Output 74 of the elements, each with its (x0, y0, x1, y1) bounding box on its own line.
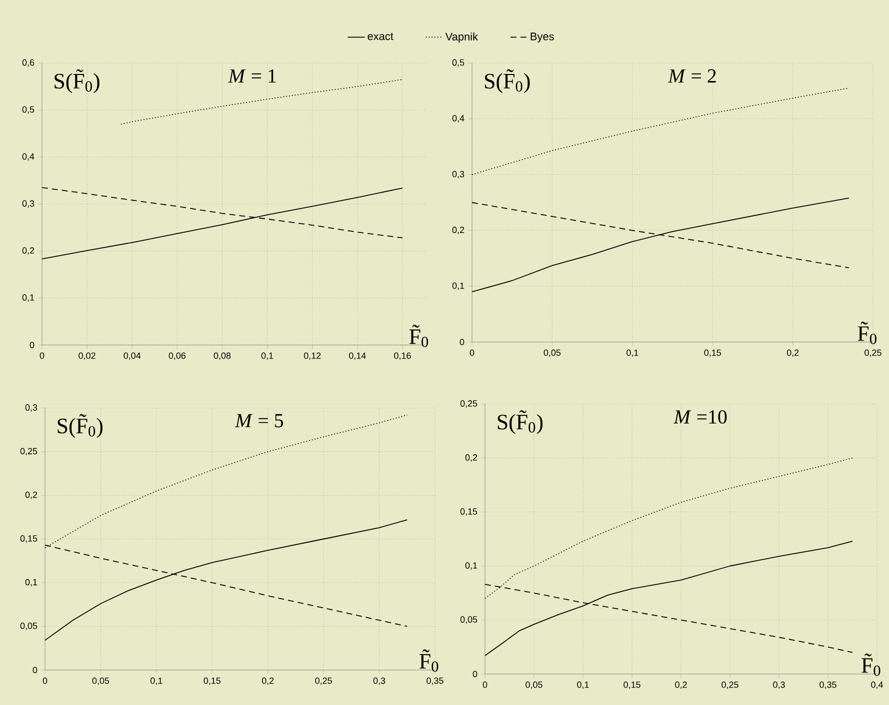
y-tick-label: 0,1 (465, 562, 478, 570)
x-tick-label: 0,06 (168, 352, 186, 360)
chart-title: M = 5 (234, 414, 284, 428)
x-tick-label: 0,04 (124, 352, 141, 360)
x-tick-label: 0,05 (526, 682, 542, 689)
x-tick-label: 0,16 (394, 352, 411, 360)
y-tick-label: 0,25 (460, 400, 478, 408)
chart-title: M = 2 (668, 69, 716, 82)
chart-title: M = 1 (228, 69, 276, 82)
x-tick-label: 0 (42, 678, 48, 684)
x-tick-label: 0 (482, 682, 488, 688)
legend-label: Vapnik (445, 32, 478, 43)
y-tick-label: 0,1 (22, 294, 34, 302)
x-tick-label: 0,3 (773, 682, 785, 689)
y-tick-label: 0 (32, 666, 38, 674)
y-tick-label: 0,2 (465, 454, 478, 462)
y-tick-label: 0,5 (452, 59, 464, 67)
x-tick-label: 0,25 (722, 682, 738, 689)
y-axis-title: S(F̃$_{0}$) (54, 69, 100, 94)
legend-label: exact (368, 32, 394, 40)
y-tick-label: 0,3 (25, 404, 38, 412)
y-tick-label: 0,3 (452, 170, 464, 178)
y-tick-label: 0,25 (20, 448, 38, 456)
y-tick-label: 0,05 (20, 622, 38, 630)
x-tick-label: 0,1 (577, 682, 589, 689)
y-axis-title: S(F̃$_{0}$) (485, 69, 530, 94)
x-axis-title: F̃$_{0}$ (409, 324, 428, 348)
y-tick-label: 0,1 (452, 282, 464, 290)
y-tick-label: 0 (472, 670, 478, 678)
x-tick-label: 0,4 (871, 682, 883, 689)
y-tick-label: 0,4 (452, 115, 464, 122)
legend-label: Byes (530, 32, 554, 42)
x-tick-label: 0,15 (204, 678, 220, 685)
y-tick-label: 0,05 (460, 616, 478, 624)
y-axis-title: S(F̃$_{0}$) (498, 410, 543, 434)
x-tick-label: 0,1 (150, 678, 162, 685)
x-tick-label: 0,25 (864, 349, 882, 357)
x-tick-label: 0,14 (349, 352, 366, 360)
x-tick-label: 0,1 (626, 349, 638, 357)
y-axis-title: S(F̃$_{0}$) (58, 414, 103, 438)
x-tick-label: 0,2 (675, 682, 687, 689)
y-tick-label: 0,5 (22, 106, 34, 114)
x-tick-label: 0,2 (262, 678, 274, 685)
x-tick-label: 0,1 (261, 352, 274, 360)
y-tick-label: 0,1 (25, 578, 38, 586)
x-tick-label: 0,02 (78, 352, 96, 360)
chart-title: M =10 (674, 410, 727, 424)
y-tick-label: 0,15 (20, 535, 38, 543)
x-tick-label: 0,12 (304, 352, 321, 360)
y-tick-label: 0,2 (22, 247, 34, 255)
x-axis-title: F̃$_{0}$ (420, 649, 438, 672)
y-tick-label: 0,3 (22, 200, 34, 208)
line-series (484, 540, 853, 656)
x-tick-label: 0 (40, 352, 44, 359)
x-tick-label: 0,08 (214, 352, 231, 360)
x-tick-label: 0,15 (624, 682, 640, 689)
x-axis-title: F̃$_{0}$ (862, 654, 880, 676)
y-tick-label: 0,2 (452, 226, 464, 234)
x-tick-label: 0,05 (92, 678, 110, 685)
y-tick-label: 0,6 (22, 59, 34, 67)
y-tick-label: 0 (460, 338, 464, 346)
x-axis-title: F̃$_{0}$ (858, 322, 876, 344)
x-tick-label: 0,25 (315, 678, 332, 685)
y-tick-label: 0,15 (460, 508, 478, 516)
x-tick-label: 0,35 (820, 682, 836, 689)
y-tick-label: 0,2 (25, 492, 38, 500)
x-tick-label: 0,05 (544, 349, 561, 357)
line-series (42, 188, 403, 260)
y-tick-label: 0,4 (22, 153, 34, 161)
x-tick-label: 0,2 (786, 349, 799, 357)
x-tick-label: 0,15 (704, 349, 721, 357)
y-tick-label: 0 (30, 342, 34, 348)
x-tick-label: 0,3 (373, 678, 386, 685)
x-tick-label: 0,35 (426, 678, 444, 685)
